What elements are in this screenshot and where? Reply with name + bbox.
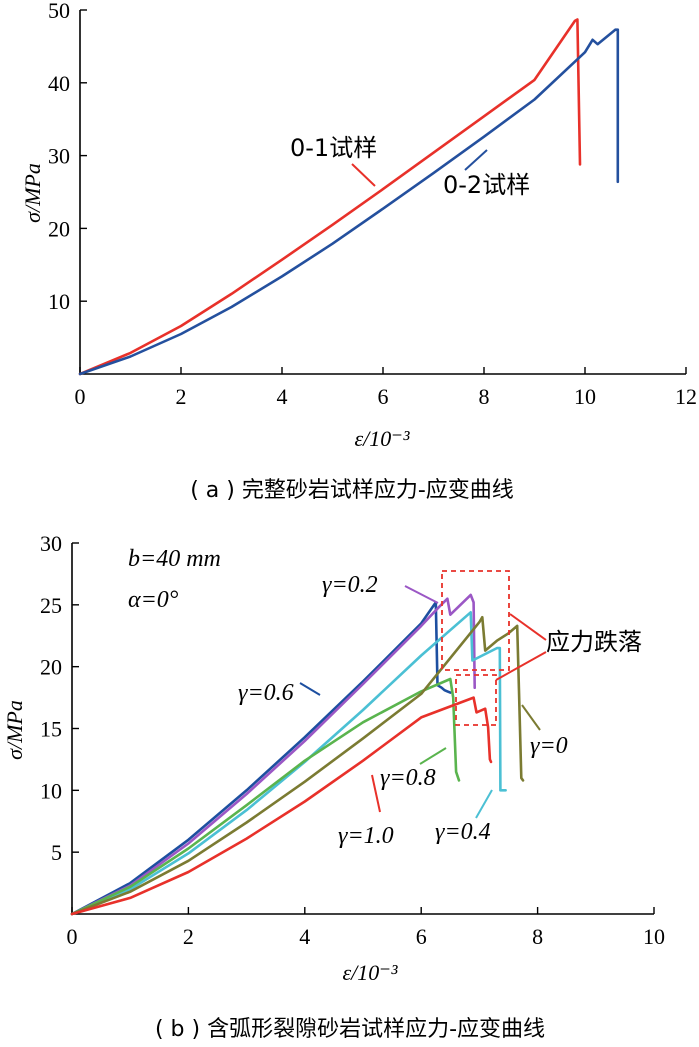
- chart-a-y-tick-label: 50: [48, 0, 70, 23]
- chart-b-series-line: [70, 601, 452, 916]
- chart-a-y-tick-label: 20: [48, 216, 70, 241]
- chart-a-ylabel-text: σ/MPa: [20, 163, 45, 223]
- chart-a-series-line: [78, 28, 620, 376]
- chart-a-x-tick-label: 6: [378, 384, 389, 409]
- chart-b-drop-label: 应力跌落: [546, 628, 642, 656]
- chart-b-y-tick-label: 5: [51, 840, 62, 865]
- chart-a-y-tick-label: 10: [48, 289, 70, 314]
- chart-b-param-alpha: α=0°: [128, 587, 179, 613]
- chart-b-caption: ( b ) 含弧形裂隙砂岩试样应力-应变曲线: [155, 1017, 545, 1042]
- chart-b-x-tick-label: 8: [532, 924, 543, 949]
- chart-b-label-g06-text: γ=0.6: [238, 680, 294, 706]
- chart-b-drop-box-upper: [441, 570, 510, 671]
- chart-b-y-tick-label: 20: [40, 655, 62, 680]
- chart-b-series: [70, 593, 525, 916]
- chart-b-leader-g0: [521, 704, 541, 731]
- chart-b-leader-g02: [404, 585, 439, 604]
- chart-a-x-tick-label: 8: [479, 384, 490, 409]
- chart-b-series-line: [70, 615, 525, 916]
- chart-b-leader-g08: [419, 747, 447, 765]
- chart-a-x-tick-label: 10: [574, 384, 596, 409]
- chart-b-label-g08: γ=0.8: [380, 765, 436, 791]
- chart-b-param-b: b=40 mm: [128, 546, 221, 572]
- chart-a-label-sample-1: 0-1试样: [290, 134, 377, 162]
- chart-b-drop-leader-2: [495, 651, 547, 681]
- chart-a-leader-sample-2: [464, 149, 488, 171]
- chart-b-series-line: [70, 677, 461, 916]
- chart-b-label-g06: γ=0.6: [238, 680, 294, 706]
- chart-b-leader-g06: [299, 682, 321, 696]
- chart-a-x-tick-label: 12: [675, 384, 697, 409]
- chart-b-leader-g04: [475, 789, 493, 819]
- chart-b-series-line: [70, 696, 493, 916]
- chart-b-label-g10-text: γ=1.0: [338, 823, 394, 849]
- chart-a-caption: ( a ) 完整砂岩试样应力-应变曲线: [190, 478, 514, 503]
- chart-b-label-g08-text: γ=0.8: [380, 765, 436, 791]
- chart-b-x-tick-label: 0: [67, 924, 78, 949]
- chart-a-xlabel: ε/10⁻³: [355, 426, 410, 451]
- chart-b-y-tick-label: 15: [40, 717, 62, 742]
- chart-b-label-g04-text: γ=0.4: [435, 819, 491, 845]
- chart-a-label-sample-2: 0-2试样: [443, 171, 530, 199]
- chart-a-y-tick-label: 40: [48, 71, 70, 96]
- chart-a-axes: 0 2 4 6 8 10 12 10 20 30 40 50: [48, 0, 697, 409]
- chart-a-ylabel: σ/MPa: [20, 163, 45, 223]
- chart-b-label-g02-text: γ=0.2: [322, 572, 378, 598]
- chart-b-label-g10: γ=1.0: [338, 823, 394, 849]
- chart-b-x-tick-label: 4: [299, 924, 310, 949]
- chart-b-series-line: [70, 593, 477, 916]
- chart-b-y-tick-label: 25: [40, 593, 62, 618]
- chart-a-x-tick-label: 0: [75, 384, 86, 409]
- chart-b-x-tick-label: 6: [416, 924, 427, 949]
- chart-b-y-tick-label: 10: [40, 778, 62, 803]
- chart-b-x-tick-label: 10: [643, 924, 665, 949]
- chart-b-label-g0-text: γ=0: [530, 733, 568, 759]
- chart-a-x-tick-label: 4: [277, 384, 288, 409]
- chart-b-x-tick-label: 2: [183, 924, 194, 949]
- chart-b-axes: 0 2 4 6 8 10 5 10 15 20 25 30: [40, 531, 665, 949]
- chart-b-label-g02: γ=0.2: [322, 572, 378, 598]
- chart-b-ylabel: σ/MPa: [2, 700, 27, 760]
- chart-a-series: [78, 18, 620, 376]
- chart-b-label-g04: γ=0.4: [435, 819, 491, 845]
- chart-b-series-line: [70, 610, 507, 916]
- chart-a-series-line: [78, 18, 582, 376]
- chart-a-leader-sample-1: [351, 163, 376, 187]
- chart-a-x-tick-label: 2: [176, 384, 187, 409]
- chart-a-y-tick-label: 30: [48, 144, 70, 169]
- chart-b-label-g0: γ=0: [530, 733, 568, 759]
- chart-b-drop-box-lower: [455, 674, 497, 726]
- chart-b-drop-leader-1: [509, 613, 547, 641]
- chart-b-leader-g10: [371, 774, 381, 813]
- chart-a: 0 2 4 6 8 10 12 10 20 30 40 50 σ/MPa ε/10⁻³ 0-1试样 0…: [20, 0, 697, 503]
- chart-b-xlabel: ε/10⁻³: [343, 960, 398, 985]
- chart-b-y-tick-label: 30: [40, 531, 62, 556]
